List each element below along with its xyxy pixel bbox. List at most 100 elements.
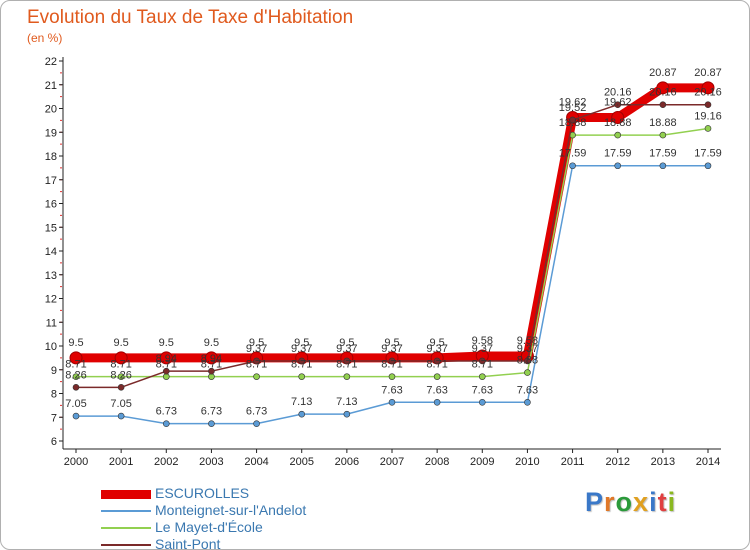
data-point — [614, 101, 622, 108]
data-label: 17.59 — [604, 148, 632, 160]
x-tick-label: 2000 — [64, 456, 88, 468]
x-tick-label: 2005 — [289, 456, 313, 468]
data-label: 8.26 — [65, 369, 86, 381]
legend-label: Le Mayet-d'École — [155, 519, 263, 535]
logo-letter: i — [667, 487, 677, 517]
y-tick-label: 11 — [46, 317, 57, 329]
y-tick-label: 15 — [45, 222, 57, 234]
data-point — [72, 412, 80, 420]
x-tick-label: 2013 — [651, 456, 675, 468]
x-tick-label: 2011 — [561, 456, 585, 468]
data-label: 8.26 — [110, 369, 131, 381]
data-point — [701, 81, 715, 95]
data-label: 7.05 — [110, 398, 131, 410]
data-point — [614, 131, 622, 139]
data-point — [343, 357, 351, 365]
data-point — [72, 384, 80, 391]
data-label: 19.62 — [559, 97, 587, 109]
legend-label: Monteignet-sur-l'Andelot — [155, 502, 307, 518]
data-label: 17.59 — [694, 148, 722, 160]
data-point — [298, 373, 306, 380]
legend-swatch — [101, 527, 151, 529]
y-tick-label: 8 — [51, 389, 57, 401]
y-tick-label: 12 — [45, 294, 57, 306]
data-point — [162, 420, 170, 427]
unit-label: (en %) — [27, 31, 63, 45]
data-label: 9.5 — [384, 337, 399, 349]
data-label: 9.37 — [246, 343, 267, 355]
x-tick-label: 2004 — [244, 456, 268, 468]
axes: 6 7 8 9 10 11 12 13 14 15 16 17 18 19 20 21 22 2000 2001 20… — [45, 56, 721, 468]
data-point — [659, 131, 667, 139]
y-tick-label: 7 — [51, 412, 57, 424]
x-tick-label: 2007 — [380, 456, 404, 468]
data-label: 9.37 — [381, 343, 402, 355]
data-point — [117, 412, 125, 420]
data-point — [117, 384, 125, 391]
data-point — [159, 351, 173, 365]
data-point — [253, 420, 260, 427]
data-point — [343, 410, 351, 418]
logo-letter: r — [604, 487, 616, 517]
legend-label: ESCUROLLES — [155, 485, 250, 501]
data-point — [69, 351, 83, 365]
data-point — [162, 367, 170, 375]
x-tick-label: 2002 — [154, 456, 178, 468]
x-tick-label: 2003 — [199, 456, 223, 468]
data-label: 9.5 — [429, 337, 444, 349]
data-point — [298, 357, 306, 365]
data-label: 19.62 — [604, 97, 632, 109]
chart-title: Evolution du Taux de Taxe d'Habitation — [27, 7, 354, 28]
data-point — [253, 357, 260, 365]
series-le-mayet-d-cole — [72, 125, 712, 380]
legend-swatch — [101, 489, 151, 499]
data-point — [388, 373, 396, 380]
data-point — [343, 373, 351, 380]
data-point — [208, 420, 215, 427]
series-saint-pont — [72, 101, 712, 391]
data-point — [614, 162, 622, 170]
y-tick-label: 16 — [45, 199, 57, 211]
proxiti-logo: Proxiti — [585, 487, 676, 518]
data-point — [478, 357, 486, 365]
data-label: 9.5 — [249, 337, 264, 349]
data-label: 8.71 — [156, 359, 177, 371]
data-point — [569, 162, 576, 170]
data-label: 20.16 — [694, 87, 722, 99]
data-point — [569, 116, 576, 124]
data-label: 18.88 — [604, 117, 632, 129]
data-label: 9.37 — [472, 343, 493, 355]
x-tick-label: 2008 — [425, 456, 449, 468]
data-point — [72, 373, 80, 380]
data-label: 9.37 — [291, 343, 312, 355]
y-tick-label: 14 — [45, 246, 57, 258]
logo-letter: t — [657, 487, 668, 517]
data-point — [524, 398, 531, 406]
data-label: 8.71 — [291, 359, 312, 371]
data-label: 8.71 — [201, 359, 222, 371]
data-label: 9.5 — [204, 337, 219, 349]
data-label: 7.63 — [472, 384, 493, 396]
x-tick-label: 2006 — [335, 456, 359, 468]
data-point — [704, 125, 712, 132]
data-point — [208, 373, 215, 380]
x-tick-label: 2009 — [470, 456, 494, 468]
data-point — [478, 398, 486, 406]
data-label: 7.63 — [517, 384, 538, 396]
data-label: 8.71 — [472, 359, 493, 371]
data-labels-layer: 9.5 9.5 9.5 9.5 9.5 9.5 9.5 9.5 9.5 9.58 9.58 19.62… — [65, 67, 721, 418]
data-label: 7.13 — [291, 396, 312, 408]
y-tick-label: 20 — [45, 104, 57, 116]
data-point — [204, 351, 218, 365]
data-label: 8.71 — [381, 359, 402, 371]
data-label: 7.05 — [65, 398, 86, 410]
x-tick-label: 2012 — [605, 456, 629, 468]
logo-letter: P — [585, 487, 605, 517]
data-label: 18.88 — [649, 117, 677, 129]
data-label: 8.71 — [426, 359, 447, 371]
data-label: 9.5 — [159, 337, 174, 349]
x-tick-label: 2001 — [109, 456, 133, 468]
logo-letter: x — [633, 487, 650, 517]
